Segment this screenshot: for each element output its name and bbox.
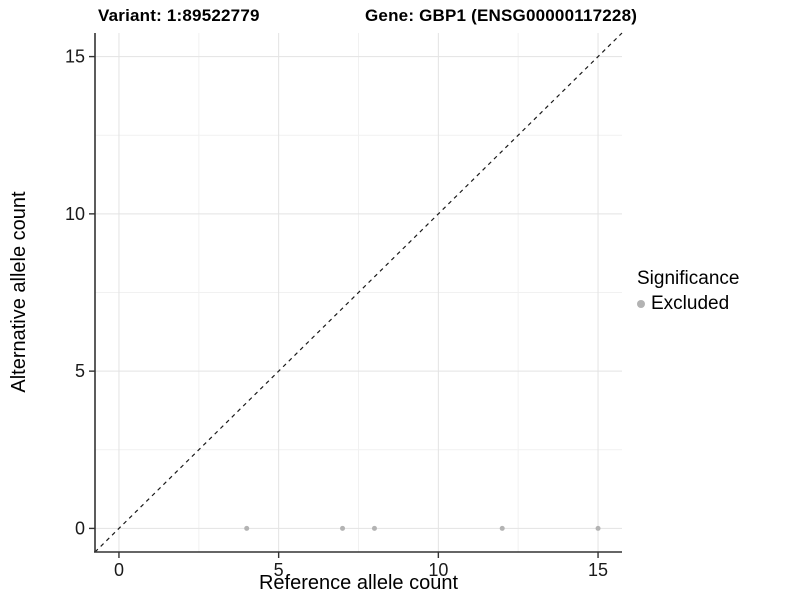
legend-item-excluded: Excluded [637, 293, 739, 315]
x-tick-label: 0 [114, 560, 124, 580]
data-point [371, 525, 377, 531]
identity-line [94, 32, 623, 553]
y-axis-title: Alternative allele count [8, 191, 30, 393]
data-point [595, 525, 601, 531]
x-tick-label: 15 [588, 560, 608, 580]
y-tick-label: 5 [75, 361, 85, 381]
y-tick-label: 15 [65, 47, 85, 67]
y-tick-label: 10 [65, 204, 85, 224]
data-point [244, 525, 250, 531]
plot-title-gene: Gene: GBP1 (ENSG00000117228) [365, 6, 638, 25]
legend: Significance Excluded [637, 268, 739, 315]
legend-point-swatch [637, 300, 645, 308]
legend-item-label: Excluded [651, 293, 730, 314]
x-tick-label: 10 [428, 560, 448, 580]
plot-title-variant: Variant: 1:89522779 [98, 6, 260, 25]
legend-title: Significance [637, 268, 740, 289]
data-point [499, 525, 505, 531]
x-tick-label: 5 [274, 560, 284, 580]
y-tick-label: 0 [75, 518, 85, 538]
data-point [340, 525, 346, 531]
x-axis-title: Reference allele count [258, 572, 458, 594]
